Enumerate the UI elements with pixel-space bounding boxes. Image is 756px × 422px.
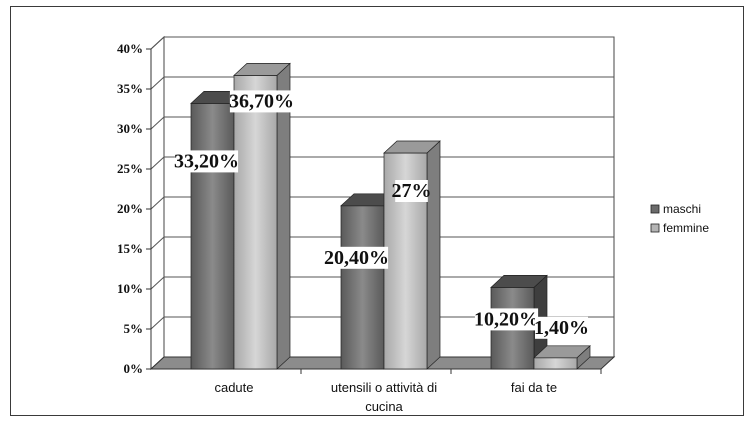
bar-top	[383, 140, 441, 154]
bar-top	[533, 345, 591, 359]
y-tick-label: 10%	[117, 281, 143, 296]
gridline-side	[150, 76, 165, 90]
data-label-bg	[535, 316, 588, 339]
x-tick-label: cucina	[365, 399, 403, 414]
y-tick-label: 25%	[117, 161, 143, 176]
data-label-maschi-2: 10,20%	[474, 308, 539, 330]
data-label-femmine-1: 27%	[392, 180, 432, 202]
y-tick-label: 35%	[117, 81, 143, 96]
bar-top	[490, 275, 548, 288]
y-tick-label: 5%	[124, 321, 144, 336]
data-label-bg	[324, 246, 389, 269]
data-label-bg	[474, 308, 539, 331]
bar-maschi-1	[340, 205, 385, 370]
gridline-side	[150, 316, 165, 330]
gridline-side	[150, 196, 165, 210]
data-label-femmine-2: 1,40%	[534, 317, 589, 339]
x-tick-label: cadute	[214, 380, 253, 395]
gridline-side	[150, 36, 165, 50]
data-label-bg	[174, 150, 239, 173]
data-label-maschi-1: 20,40%	[324, 247, 389, 269]
bar-femmine-2	[533, 357, 578, 370]
gridline-side	[150, 236, 165, 250]
y-tick-label: 20%	[117, 201, 143, 216]
gridline-side	[150, 116, 165, 130]
gridline-side	[150, 276, 165, 290]
bar-chart: 0% 5% 10% 15% 20% 25% 30% 35% 40% cadute utensili …	[117, 35, 709, 414]
bar-maschi-0	[190, 103, 235, 370]
legend-swatch-femmine	[650, 223, 660, 233]
y-tick-label: 15%	[117, 241, 143, 256]
bar-top	[233, 63, 291, 76]
legend-label-maschi: maschi	[663, 202, 701, 216]
bar-side	[426, 140, 441, 370]
y-tick-label: 0%	[124, 361, 144, 376]
bar-femmine-0	[233, 75, 278, 370]
chart-frame: 0% 5% 10% 15% 20% 25% 30% 35% 40% cadute utensili …	[10, 6, 744, 416]
legend-swatch-maschi	[650, 204, 660, 214]
gridline-side	[150, 156, 165, 170]
data-label-bg	[229, 90, 294, 113]
y-tick-label: 30%	[117, 121, 143, 136]
data-label-bg	[395, 180, 428, 202]
legend-label-femmine: femmine	[663, 221, 709, 235]
data-label-femmine-0: 36,70%	[229, 90, 294, 112]
x-tick-label: utensili o attività di	[331, 380, 437, 395]
x-tick-label: fai da te	[511, 380, 557, 395]
data-label-maschi-0: 33,20%	[174, 150, 239, 172]
y-tick-label: 40%	[117, 41, 143, 56]
